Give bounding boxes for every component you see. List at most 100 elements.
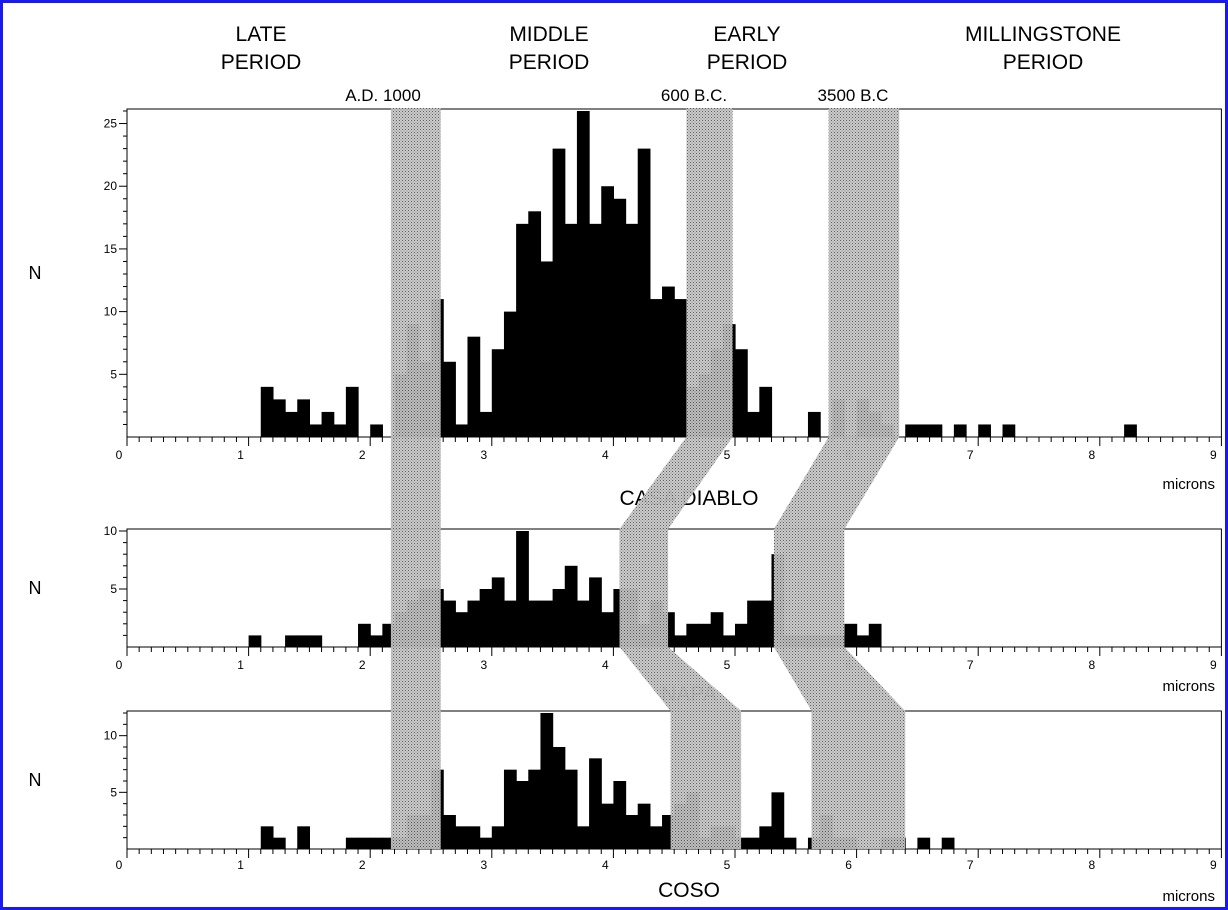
period-millingstone-line1: MILLINGSTONE [965, 23, 1121, 46]
bar [443, 361, 456, 437]
bar [917, 424, 931, 437]
bar [260, 386, 274, 437]
bar [528, 211, 542, 437]
x-tick-label: 8 [1088, 658, 1095, 672]
bar [917, 837, 931, 849]
x-tick-label: 0 [116, 448, 123, 462]
x-axis-unit-label: microns [1162, 678, 1215, 695]
bar [868, 623, 882, 647]
date-markers: A.D. 1000 600 B.C. 3500 B.C [345, 86, 888, 105]
bar [978, 424, 991, 437]
bar [601, 803, 614, 849]
bar [686, 623, 700, 647]
x-axis-unit-label: microns [1162, 476, 1215, 493]
bar [491, 577, 505, 647]
bar [649, 826, 663, 849]
bar [759, 386, 773, 437]
y-tick-label: 25 [104, 117, 118, 131]
bar [491, 349, 505, 437]
bar [443, 600, 456, 647]
site-label: COSO [658, 879, 720, 902]
x-tick-label: 3 [480, 658, 487, 672]
bar [309, 635, 323, 647]
bar [941, 837, 955, 849]
bar [297, 826, 310, 849]
x-tick-label: 9 [1210, 448, 1217, 462]
bar [345, 386, 359, 437]
bar [747, 411, 760, 437]
bar [333, 424, 347, 437]
y-tick-label: 15 [104, 242, 118, 256]
y-tick-label: 10 [104, 729, 118, 743]
x-tick-label: 2 [359, 658, 366, 672]
bar [576, 111, 590, 437]
bar [722, 635, 736, 647]
bar [516, 223, 529, 437]
bar [443, 815, 456, 849]
y-tick-label: 5 [110, 582, 117, 596]
x-tick-label: 5 [724, 858, 731, 872]
bar [735, 837, 748, 849]
bar [576, 600, 590, 647]
bar [467, 826, 481, 849]
bar [783, 837, 797, 849]
bar [370, 424, 383, 437]
bar [516, 781, 529, 849]
marker-600-bc: 600 B.C. [661, 86, 727, 105]
y-axis-label: N [29, 770, 42, 790]
bar [552, 747, 566, 849]
bar [309, 424, 323, 437]
bar [540, 261, 554, 437]
x-tick-label: 6 [845, 858, 852, 872]
boundary-band-3 [773, 108, 906, 849]
period-late-line2: PERIOD [221, 51, 302, 74]
bar [613, 781, 627, 849]
bar [260, 826, 274, 849]
bar [272, 399, 286, 437]
y-tick-label: 10 [104, 305, 118, 319]
x-tick-label: 8 [1088, 858, 1095, 872]
bar [467, 600, 481, 647]
bar [1124, 424, 1137, 437]
y-tick-label: 5 [110, 785, 117, 799]
y-tick-label: 5 [110, 367, 117, 381]
bar [576, 826, 590, 849]
x-tick-label: 9 [1210, 658, 1217, 672]
bar [564, 223, 578, 437]
marker-3500-bc: 3500 B.C [818, 86, 889, 105]
bar [674, 635, 687, 647]
bar [637, 803, 651, 849]
bar [613, 198, 627, 437]
bar [248, 635, 262, 647]
bar [698, 623, 712, 647]
period-labels: LATE PERIOD MIDDLE PERIOD EARLY PERIOD M… [221, 23, 1121, 74]
x-tick-label: 4 [602, 448, 609, 462]
bar [285, 411, 298, 437]
bar [1002, 424, 1016, 437]
bar [589, 577, 602, 647]
bar [564, 769, 578, 849]
bar [479, 589, 493, 647]
marker-ad-1000: A.D. 1000 [345, 86, 421, 105]
x-tick-label: 7 [967, 448, 974, 462]
bar [759, 600, 773, 647]
x-tick-label: 8 [1088, 448, 1095, 462]
period-late-line1: LATE [236, 23, 287, 46]
x-tick-label: 0 [116, 858, 123, 872]
x-tick-label: 7 [967, 658, 974, 672]
x-tick-label: 7 [967, 858, 974, 872]
x-tick-label: 4 [602, 858, 609, 872]
bar [297, 635, 310, 647]
bar [503, 769, 517, 849]
period-early-line2: PERIOD [707, 51, 788, 74]
bar [856, 635, 870, 647]
boundary-band-2 [619, 108, 742, 849]
bar [467, 336, 481, 437]
bar [747, 837, 760, 849]
bar [589, 758, 602, 849]
bar [479, 837, 493, 849]
bar [674, 299, 687, 437]
chart-svg: LATE PERIOD MIDDLE PERIOD EARLY PERIOD M… [29, 23, 1222, 905]
bar [272, 837, 286, 849]
